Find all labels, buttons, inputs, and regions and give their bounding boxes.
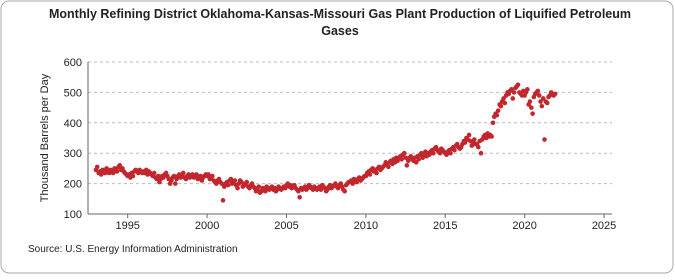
- source: Source: U.S. Energy Information Administ…: [28, 244, 238, 255]
- data-point: [367, 172, 373, 177]
- data-point: [228, 176, 234, 182]
- title-box: Monthly Refining District Oklahoma-Kansa…: [48, 7, 631, 38]
- data-point: [235, 185, 240, 191]
- data-point: [403, 155, 408, 161]
- x-tick-label: 2015: [433, 220, 457, 232]
- data-point: [431, 150, 436, 156]
- data-point: [501, 96, 506, 101]
- y-tick-label: 200: [64, 179, 82, 191]
- data-point: [448, 150, 453, 156]
- data-point: [544, 100, 550, 106]
- data-point: [225, 182, 231, 188]
- data-point: [498, 103, 504, 109]
- x-tick-label: 2005: [274, 220, 298, 232]
- x-tick-label: 1995: [115, 220, 139, 232]
- data-point: [114, 169, 120, 174]
- data-point: [552, 91, 558, 97]
- data-point: [539, 103, 545, 109]
- data-point: [263, 188, 268, 194]
- data-point: [220, 198, 226, 203]
- data-point: [171, 173, 177, 179]
- data-point: [472, 137, 477, 142]
- data-point: [296, 188, 301, 194]
- data-point: [342, 188, 348, 194]
- data-point: [478, 150, 484, 156]
- x-tick-label: 2020: [512, 220, 536, 232]
- data-point: [350, 181, 355, 186]
- y-tick-label: 400: [64, 118, 82, 130]
- data-point: [239, 179, 244, 185]
- data-point: [318, 187, 324, 192]
- data-point: [509, 87, 514, 92]
- data-point: [297, 194, 302, 200]
- data-point: [256, 184, 261, 189]
- data-point: [489, 134, 494, 139]
- data-point: [502, 100, 508, 106]
- data-point: [490, 120, 496, 126]
- y-axis-label: Thousand Barrels per Day: [39, 73, 51, 202]
- data-point: [540, 96, 546, 101]
- data-point: [210, 173, 215, 179]
- data-point: [180, 170, 186, 176]
- data-point: [130, 173, 136, 179]
- data-point: [404, 163, 410, 168]
- y-tick-label: 300: [64, 148, 82, 160]
- data-point: [535, 88, 541, 94]
- data-point: [194, 172, 199, 177]
- data-point: [374, 170, 379, 176]
- data-point: [527, 99, 533, 104]
- data-point: [515, 82, 521, 88]
- data-point: [510, 96, 516, 101]
- data-point: [117, 163, 123, 168]
- data-point: [525, 87, 530, 92]
- data-point: [494, 112, 500, 118]
- data-point: [462, 140, 468, 145]
- data-point: [155, 173, 161, 179]
- data-point: [538, 99, 543, 104]
- data-point: [437, 150, 443, 156]
- data-point: [542, 137, 547, 142]
- data-point: [206, 172, 211, 177]
- data-point: [219, 181, 224, 186]
- data-point: [495, 108, 501, 113]
- data-point: [413, 160, 419, 165]
- data-point: [386, 164, 391, 170]
- data-point: [244, 179, 250, 185]
- y-tick-label: 600: [64, 57, 82, 69]
- data-point: [151, 170, 157, 176]
- data-point: [536, 93, 542, 98]
- data-point: [402, 150, 407, 156]
- x-tick-label: 2000: [195, 220, 219, 232]
- y-tick-label: 500: [64, 87, 82, 99]
- data-point: [511, 90, 517, 95]
- data-point: [110, 170, 116, 176]
- data-point: [98, 172, 104, 177]
- x-tick-label: 2025: [592, 220, 616, 232]
- data-point: [529, 105, 534, 110]
- data-point: [173, 181, 178, 186]
- y-tick-label: 100: [64, 209, 82, 221]
- data-point: [416, 156, 422, 162]
- frame: [0, 0, 674, 274]
- data-point: [530, 111, 535, 116]
- data-point: [466, 132, 472, 138]
- data-point: [399, 156, 404, 162]
- data-point: [476, 144, 481, 150]
- data-point: [452, 147, 457, 153]
- x-tick-label: 2010: [354, 220, 378, 232]
- data-point: [232, 178, 238, 183]
- data-point: [94, 164, 100, 170]
- chart-title: Monthly Refining District Oklahoma-Kansa…: [48, 7, 631, 38]
